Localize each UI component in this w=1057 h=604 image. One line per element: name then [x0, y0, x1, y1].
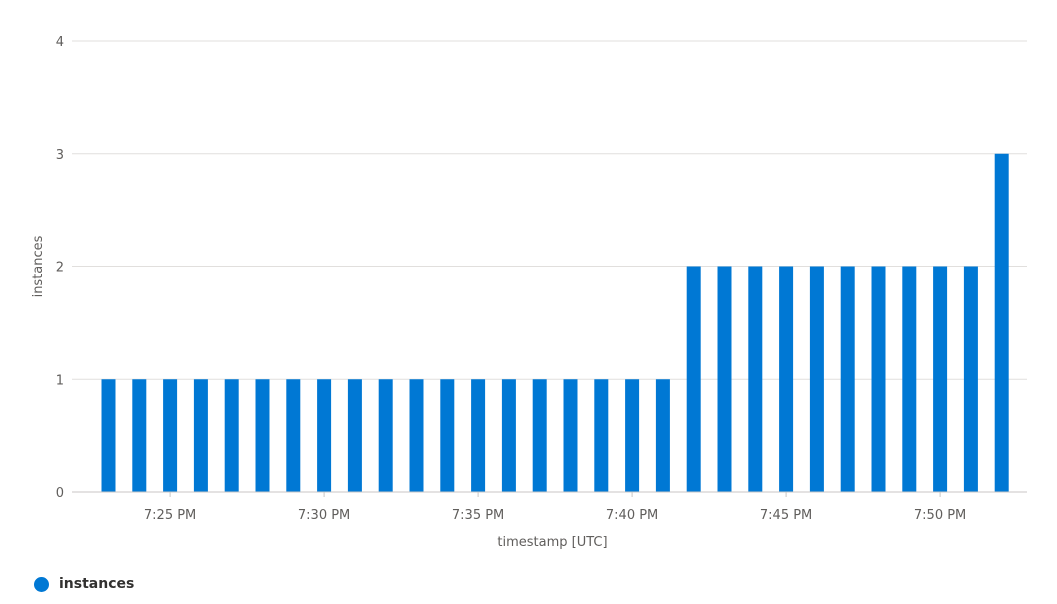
y-tick-label: 3 [56, 148, 64, 163]
x-tick-label: 7:25 PM [144, 508, 196, 523]
bar[interactable] [532, 379, 547, 492]
bar[interactable] [101, 379, 116, 492]
bar[interactable] [840, 266, 855, 493]
bar[interactable] [779, 266, 794, 493]
bar[interactable] [193, 379, 208, 492]
bar[interactable] [286, 379, 301, 492]
bar[interactable] [871, 266, 886, 493]
x-tick-label: 7:45 PM [760, 508, 812, 523]
y-tick-label: 2 [56, 261, 64, 276]
bar[interactable] [902, 266, 917, 493]
bar[interactable] [686, 266, 701, 493]
y-axis-ticks: 0 1 2 3 4 [56, 35, 64, 501]
y-axis-title: instances [31, 235, 46, 297]
legend-label: instances [59, 576, 135, 592]
bar[interactable] [347, 379, 362, 492]
x-tick-label: 7:50 PM [914, 508, 966, 523]
grid-lines [72, 40, 1027, 380]
bar[interactable] [255, 379, 270, 492]
bar[interactable] [625, 379, 640, 492]
bar[interactable] [224, 379, 239, 492]
bar[interactable] [717, 266, 732, 493]
x-tick-label: 7:40 PM [606, 508, 658, 523]
bar[interactable] [809, 266, 824, 493]
bar[interactable] [655, 379, 670, 492]
bar[interactable] [440, 379, 455, 492]
bar[interactable] [563, 379, 578, 492]
bar[interactable] [994, 153, 1009, 492]
x-tick-label: 7:30 PM [298, 508, 350, 523]
bar[interactable] [163, 379, 178, 492]
legend-marker-icon [34, 576, 49, 592]
x-axis-title: timestamp [UTC] [497, 535, 607, 550]
bar-chart: 0 1 2 3 4 7:25 PM 7:30 PM 7:35 PM 7:40 PM 7:45 P… [31, 35, 1027, 550]
bar[interactable] [501, 379, 516, 492]
x-axis-ticks: 7:25 PM 7:30 PM 7:35 PM 7:40 PM 7:45 PM 7:50 … [144, 492, 966, 523]
bar[interactable] [378, 379, 393, 492]
y-tick-label: 1 [56, 373, 64, 388]
bar[interactable] [594, 379, 609, 492]
y-tick-label: 0 [56, 486, 64, 501]
bar[interactable] [748, 266, 763, 493]
legend[interactable]: instances [34, 576, 134, 592]
x-tick-label: 7:35 PM [452, 508, 504, 523]
bars [101, 153, 1009, 493]
bar[interactable] [132, 379, 147, 492]
bar[interactable] [963, 266, 978, 493]
bar[interactable] [317, 379, 332, 492]
bar[interactable] [471, 379, 486, 492]
y-tick-label: 4 [56, 35, 64, 50]
bar[interactable] [933, 266, 948, 493]
bar[interactable] [409, 379, 424, 492]
